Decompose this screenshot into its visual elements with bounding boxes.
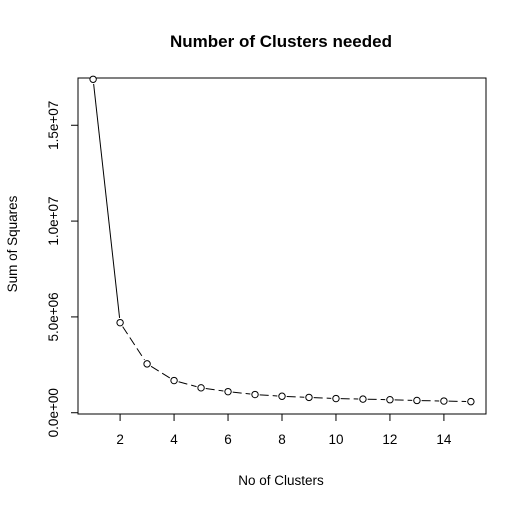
x-tick-label: 8 (278, 432, 286, 447)
data-point (413, 396, 421, 405)
x-tick-label: 10 (328, 432, 343, 447)
data-point (305, 393, 313, 402)
data-point (89, 75, 97, 83)
y-tick-label: 1.5e+07 (46, 101, 61, 150)
data-point (251, 390, 259, 399)
data-point (224, 387, 232, 396)
y-axis: 0.0e+00 5.0e+06 1.0e+07 1.5e+07 (46, 101, 78, 437)
series-line-segment (313, 397, 332, 399)
series-line-segment (205, 387, 224, 392)
series-line-segment (232, 391, 251, 395)
data-point (116, 318, 124, 327)
x-axis: 2 4 6 8 10 12 14 (116, 414, 452, 447)
data-point (197, 384, 205, 392)
data-point (170, 376, 178, 385)
x-axis-label: No of Clusters (238, 473, 324, 488)
data-point (467, 397, 475, 406)
x-tick-label: 6 (224, 432, 232, 447)
series-line-segment (286, 395, 305, 398)
data-point (359, 395, 367, 403)
x-tick-label: 14 (436, 432, 452, 447)
plot-frame (77, 77, 487, 415)
data-series (89, 75, 475, 406)
data-point (440, 397, 448, 405)
y-tick-label: 1.0e+07 (46, 196, 61, 245)
series-line-segment (259, 394, 278, 397)
data-point (278, 392, 286, 400)
x-tick-label: 2 (116, 432, 124, 447)
y-tick-label: 0.0e+00 (46, 388, 61, 437)
series-line-segment (93, 83, 121, 319)
data-point (386, 396, 394, 404)
series-line-segment (150, 365, 171, 379)
y-tick-label: 5.0e+06 (46, 292, 61, 341)
series-line-segment (122, 326, 145, 361)
chart-title: Number of Clusters needed (170, 32, 392, 51)
data-point (332, 394, 340, 403)
x-tick-label: 4 (170, 432, 178, 447)
data-point (143, 360, 151, 368)
x-tick-label: 12 (382, 432, 397, 447)
y-axis-label: Sum of Squares (5, 195, 20, 292)
series-line-segment (178, 381, 197, 388)
